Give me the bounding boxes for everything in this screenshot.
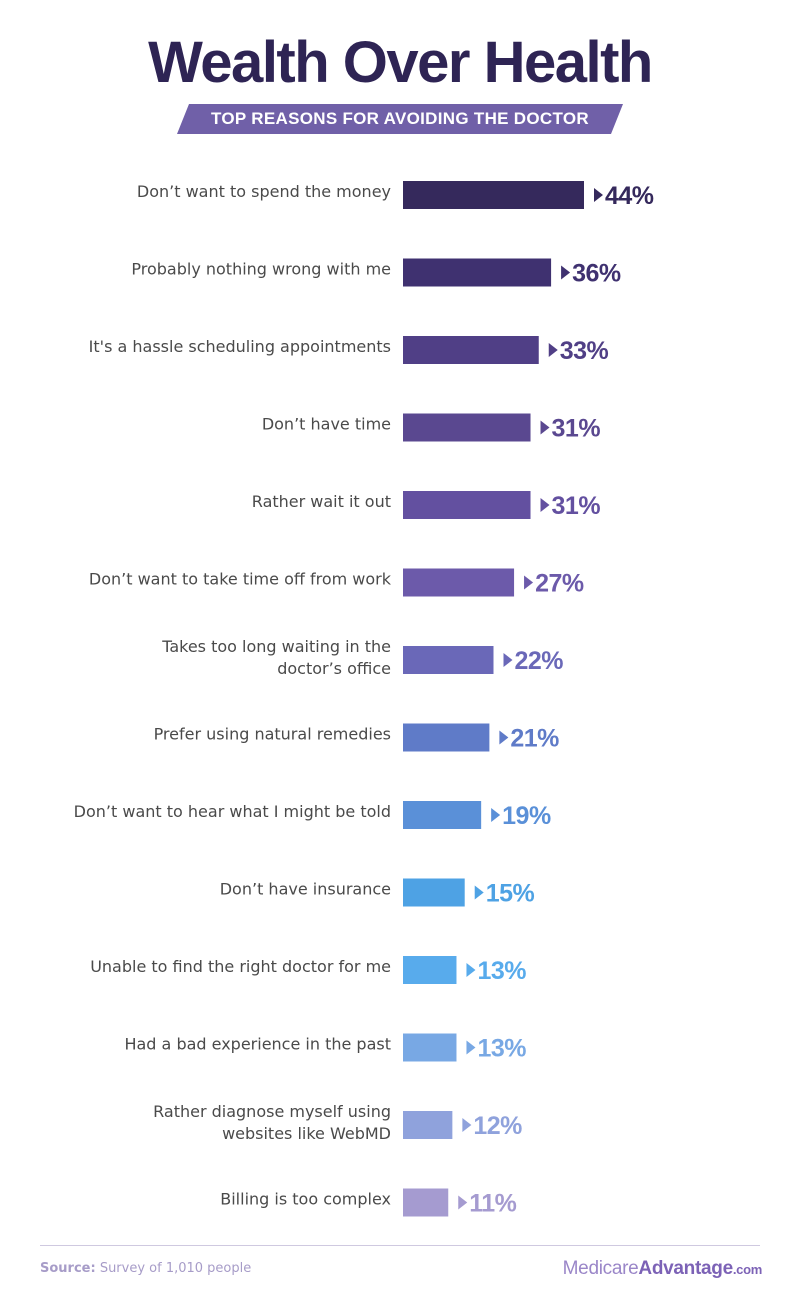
value-arrow-icon <box>524 575 534 590</box>
bar-row: Rather wait it out 31% <box>252 491 601 520</box>
value-arrow-icon <box>466 1040 476 1055</box>
bar-row: Don’t have time 31% <box>262 413 601 443</box>
category-label: Don’t have time <box>262 415 391 434</box>
value-label: 13% <box>477 1035 526 1063</box>
bar-row: Don’t have insurance 15% <box>220 878 535 908</box>
category-label: Prefer using natural remedies <box>154 725 391 744</box>
value-arrow-icon <box>548 343 558 357</box>
brand-part3: .com <box>732 1262 762 1277</box>
category-label: Don’t want to hear what I might be told <box>74 802 391 821</box>
bar <box>403 1033 457 1062</box>
value-label: 11% <box>469 1190 516 1218</box>
value-label: 13% <box>477 957 526 985</box>
bar <box>403 1188 449 1217</box>
bar <box>403 723 490 752</box>
brand-logo: MedicareAdvantage.com <box>562 1258 763 1280</box>
bar-row: Prefer using natural remedies 21% <box>154 723 560 753</box>
bar <box>403 491 531 519</box>
source-note: Source: Survey of 1,010 people <box>40 1261 251 1276</box>
value-arrow-icon <box>503 653 513 667</box>
value-arrow-icon <box>474 885 484 900</box>
bar <box>403 181 584 209</box>
source-text: Survey of 1,010 people <box>95 1261 252 1276</box>
bar <box>403 1111 453 1139</box>
value-label: 21% <box>510 725 559 753</box>
value-label: 19% <box>502 802 551 830</box>
bar-row: Don’t want to spend the money 44% <box>137 181 654 210</box>
value-label: 31% <box>552 415 601 443</box>
value-label: 31% <box>552 492 601 520</box>
brand-part2: Advantage <box>638 1258 733 1279</box>
category-label: Probably nothing wrong with me <box>131 260 391 279</box>
value-arrow-icon <box>491 808 501 822</box>
chart-title: Wealth Over Health <box>148 30 653 95</box>
value-arrow-icon <box>466 963 476 977</box>
value-label: 27% <box>535 570 584 598</box>
value-arrow-icon <box>499 730 509 745</box>
bar <box>403 878 465 907</box>
brand-part1: Medicare <box>562 1258 639 1279</box>
bar-row: Unable to find the right doctor for me 13… <box>90 956 527 985</box>
value-label: 22% <box>515 647 564 675</box>
category-label: Don’t want to spend the money <box>137 182 391 201</box>
value-arrow-icon <box>594 188 603 202</box>
bar-chart: Don’t want to spend the money 44% Probably… <box>74 181 654 1218</box>
bar-row: Don’t want to take time off from work 27% <box>89 568 584 598</box>
bar-row: Takes too long waiting in the doctor’s of… <box>161 637 564 678</box>
value-arrow-icon <box>462 1118 472 1132</box>
value-arrow-icon <box>540 420 550 435</box>
subtitle-banner: TOP REASONS FOR AVOIDING THE DOCTOR <box>177 104 623 134</box>
category-label: Don’t want to take time off from work <box>89 570 392 589</box>
category-label: Takes too long waiting in the <box>161 637 391 656</box>
value-arrow-icon <box>540 498 550 512</box>
bar-row: Billing is too complex 11% <box>220 1188 517 1218</box>
footer-divider <box>40 1245 760 1246</box>
bar <box>403 336 539 364</box>
category-label: doctor’s office <box>277 659 391 678</box>
bar-row: Probably nothing wrong with me 36% <box>131 258 621 288</box>
bar <box>403 413 531 442</box>
value-label: 15% <box>486 880 535 908</box>
bar-row: Don’t want to hear what I might be told 1… <box>74 801 551 830</box>
value-label: 36% <box>572 260 621 288</box>
value-arrow-icon <box>561 265 571 280</box>
value-label: 33% <box>560 337 609 365</box>
value-label: 44% <box>605 182 654 210</box>
chart-subtitle: TOP REASONS FOR AVOIDING THE DOCTOR <box>211 109 589 128</box>
bar <box>403 801 482 829</box>
bar <box>403 956 457 984</box>
category-label: Don’t have insurance <box>220 880 391 899</box>
value-label: 12% <box>473 1112 522 1140</box>
category-label: Unable to find the right doctor for me <box>90 957 391 976</box>
value-arrow-icon <box>458 1195 468 1210</box>
bar <box>403 568 515 597</box>
bar-row: Rather diagnose myself using websites lik… <box>153 1102 523 1143</box>
category-label: Rather diagnose myself using <box>153 1102 391 1121</box>
category-label: Had a bad experience in the past <box>124 1035 391 1054</box>
category-label: It's a hassle scheduling appointments <box>89 337 391 356</box>
bar-row: Had a bad experience in the past 13% <box>124 1033 527 1063</box>
category-label: websites like WebMD <box>222 1124 391 1143</box>
bar <box>403 646 494 674</box>
source-label: Source: <box>40 1261 96 1276</box>
category-label: Rather wait it out <box>252 492 391 511</box>
bar-row: It's a hassle scheduling appointments 33% <box>89 336 609 365</box>
bar <box>403 258 552 287</box>
category-label: Billing is too complex <box>220 1190 391 1209</box>
